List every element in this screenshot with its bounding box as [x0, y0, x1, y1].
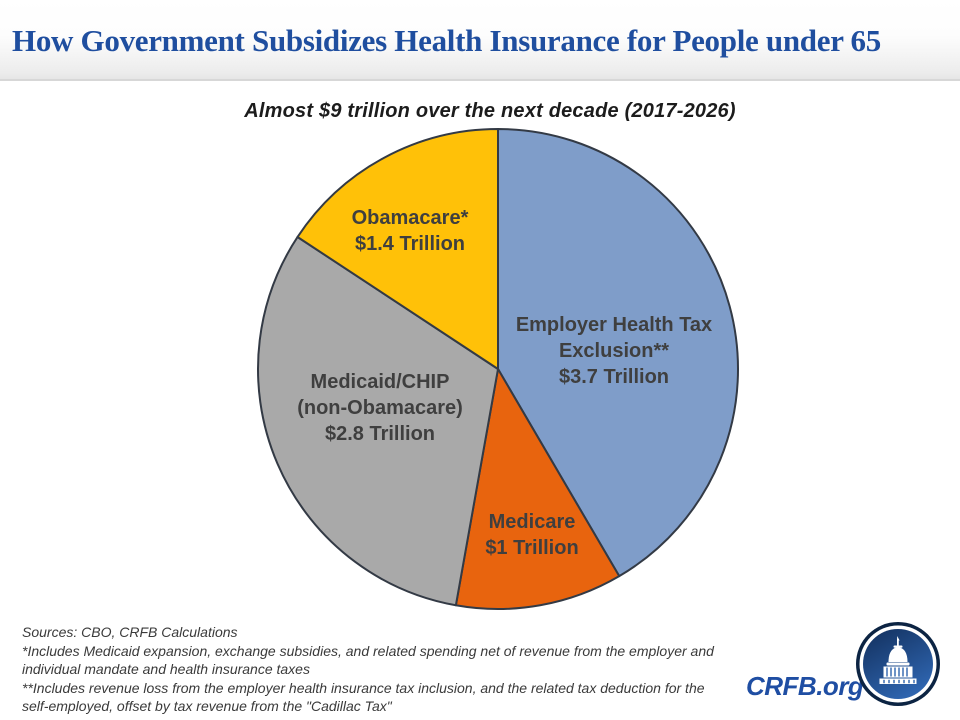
capitol-dome-icon: [879, 636, 917, 684]
capitol-columns: [883, 667, 915, 684]
pie-slice-obamacare: [296, 128, 499, 370]
title-bar: How Government Subsidizes Health Insuran…: [0, 0, 960, 81]
pie-slice-medicaid-chip: [257, 235, 499, 607]
pie-chart: [257, 128, 739, 610]
pie-label-employer-health-tax-exclusion: Employer Health Tax Exclusion** $3.7 Tri…: [515, 314, 713, 388]
footnote-obamacare: *Includes Medicaid expansion, exchange s…: [22, 642, 714, 678]
pie-slice-employer-health-tax-exclusion: [497, 128, 739, 578]
footnote-employer-exclusion: **Includes revenue loss from the employe…: [22, 679, 705, 715]
crfb-wordmark: CRFB.org: [746, 671, 864, 701]
pie-slice-medicare: [454, 368, 621, 610]
pie-label-medicaid-chip: Medicaid/CHIP (non-Obamacare) $2.8 Trill…: [297, 371, 463, 445]
pie-label-obamacare: Obamacare* $1.4 Trillion: [351, 207, 469, 255]
page-title: How Government Subsidizes Health Insuran…: [12, 23, 881, 58]
chart-subtitle: Almost $9 trillion over the next decade …: [244, 100, 736, 122]
pie-label-medicare: Medicare $1 Trillion: [485, 511, 579, 559]
footnotes: Sources: CBO, CRFB Calculations *Include…: [22, 623, 722, 716]
crfb-capitol-logo: [856, 622, 940, 706]
source-note: Sources: CBO, CRFB Calculations: [22, 624, 238, 640]
